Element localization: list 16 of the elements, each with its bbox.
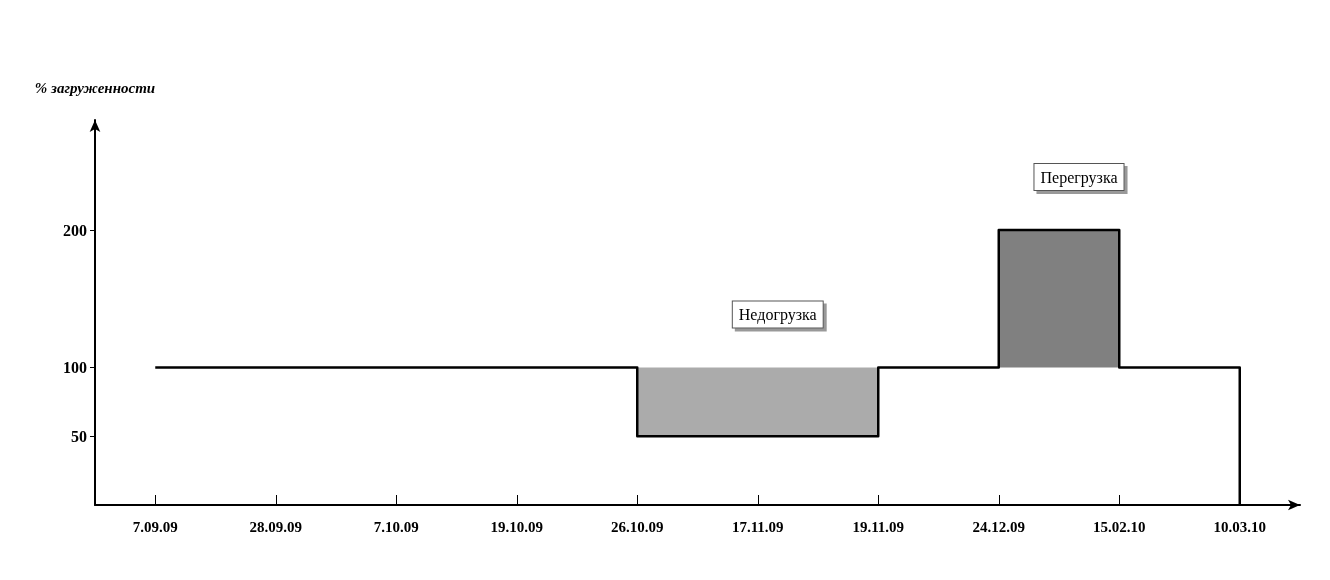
x-tick-label: 7.09.09 [132, 518, 178, 535]
x-tick-label: 15.02.10 [1093, 518, 1146, 535]
x-tick-label: 19.10.09 [490, 518, 543, 535]
y-tick-label: 200 [63, 221, 87, 239]
x-tick-label: 7.10.09 [373, 518, 419, 535]
y-axis-title: % загруженности [34, 79, 156, 96]
x-tick-label: 26.10.09 [611, 518, 664, 535]
y-tick-label: 50 [71, 427, 87, 445]
x-tick-label: 19.11.09 [852, 518, 905, 535]
band-label: Перегрузка [1040, 168, 1118, 187]
x-tick-label: 28.09.09 [249, 518, 302, 535]
x-tick-label: 17.11.09 [731, 518, 784, 535]
x-tick-label: 24.12.09 [972, 518, 1025, 535]
y-tick-label: 100 [63, 359, 87, 376]
x-tick-label: 10.03.10 [1213, 518, 1266, 535]
band-label: Недогрузка [738, 306, 817, 324]
